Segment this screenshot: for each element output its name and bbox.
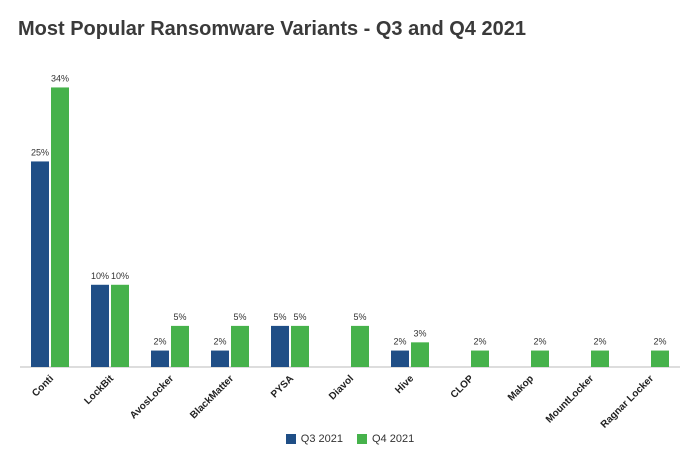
- bar-q4-diavol: [351, 325, 369, 367]
- data-label-q3-lockbit: 10%: [91, 271, 109, 281]
- tick-label-makop: Makop: [506, 373, 536, 403]
- tick-label-blackmatter: BlackMatter: [188, 373, 236, 421]
- bar-q4-ragnar-locker: [651, 350, 669, 367]
- bar-q4-clop: [471, 350, 489, 367]
- legend: Q3 2021 Q4 2021: [0, 433, 700, 445]
- chart-title: Most Popular Ransomware Variants - Q3 an…: [18, 18, 526, 40]
- legend-swatch-q4: [357, 434, 367, 444]
- bar-q4-pysa: [291, 325, 309, 367]
- data-label-q4-diavol: 5%: [353, 312, 366, 322]
- bar-q3-pysa: [271, 325, 289, 367]
- bar-q4-conti: [51, 87, 69, 367]
- legend-item-q4: Q4 2021: [357, 433, 414, 445]
- data-label-q4-clop: 2%: [473, 337, 486, 347]
- data-label-q3-avoslocker: 2%: [153, 337, 166, 347]
- data-label-q4-blackmatter: 5%: [233, 312, 246, 322]
- bar-q4-makop: [531, 350, 549, 367]
- tick-label-hive: Hive: [393, 373, 416, 396]
- bar-q3-avoslocker: [151, 350, 169, 367]
- bar-q4-lockbit: [111, 284, 129, 367]
- bar-q3-lockbit: [91, 284, 109, 367]
- bar-q4-blackmatter: [231, 325, 249, 367]
- bar-q4-avoslocker: [171, 325, 189, 367]
- legend-label-q4: Q4 2021: [372, 433, 415, 445]
- tick-label-diavol: Diavol: [327, 373, 356, 402]
- data-label-q4-mountlocker: 2%: [593, 337, 606, 347]
- tick-label-clop: CLOP: [449, 373, 477, 401]
- data-label-q4-pysa: 5%: [293, 312, 306, 322]
- tick-label-ragnar-locker: Ragnar Locker: [599, 373, 656, 430]
- data-label-q3-hive: 2%: [393, 337, 406, 347]
- data-label-q4-makop: 2%: [533, 337, 546, 347]
- data-label-q3-blackmatter: 2%: [213, 337, 226, 347]
- bar-q3-conti: [31, 161, 49, 367]
- data-label-q4-ragnar-locker: 2%: [653, 337, 666, 347]
- data-label-q4-lockbit: 10%: [111, 271, 129, 281]
- bar-q3-hive: [391, 350, 409, 367]
- data-label-q3-pysa: 5%: [273, 312, 286, 322]
- bar-q4-mountlocker: [591, 350, 609, 367]
- legend-item-q3: Q3 2021: [285, 433, 343, 445]
- bar-q4-hive: [411, 342, 429, 367]
- data-label-q4-avoslocker: 5%: [173, 312, 186, 322]
- data-label-q3-conti: 25%: [31, 147, 49, 157]
- data-label-q4-conti: 34%: [51, 73, 69, 83]
- data-label-q4-hive: 3%: [413, 328, 426, 338]
- legend-label-q3: Q3 2021: [300, 433, 343, 445]
- tick-label-avoslocker: AvosLocker: [128, 373, 176, 421]
- tick-label-mountlocker: MountLocker: [544, 373, 596, 425]
- tick-label-pysa: PYSA: [269, 373, 296, 400]
- legend-swatch-q3: [285, 434, 296, 444]
- bar-q3-blackmatter: [211, 350, 229, 367]
- tick-label-lockbit: LockBit: [82, 373, 116, 407]
- tick-label-conti: Conti: [30, 373, 56, 399]
